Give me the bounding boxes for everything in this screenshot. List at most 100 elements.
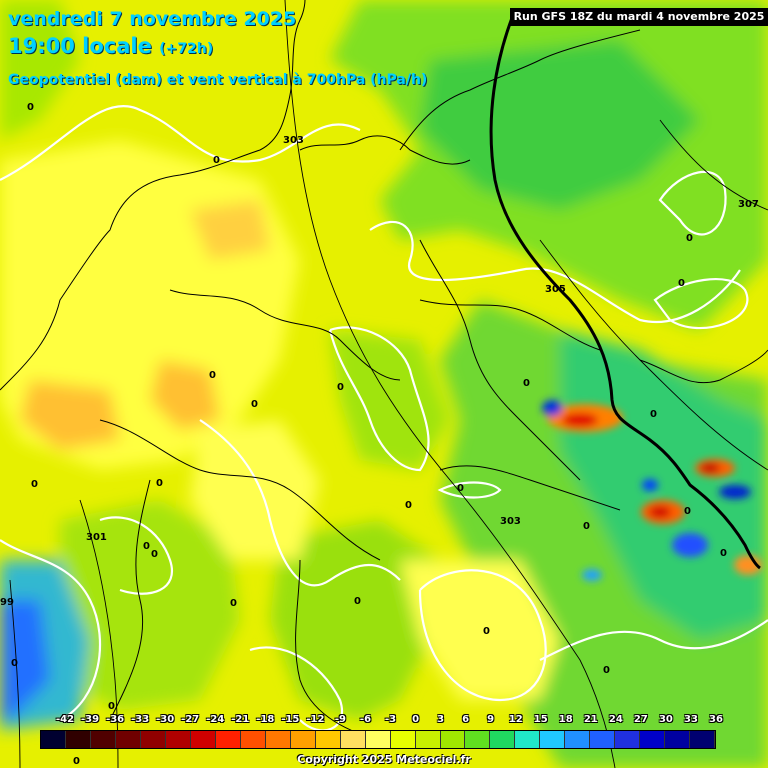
zero-label: 0 [11,658,18,669]
border-3 [419,239,581,481]
legend-swatch [140,731,166,748]
red-cell-3-core [649,506,671,518]
legend-swatch [65,731,91,748]
teal-region-east [560,330,768,640]
legend-swatch [415,731,441,748]
legend-swatch [590,731,616,748]
front-line [489,9,761,570]
blue-cell-1 [542,400,562,416]
blue-core-southwest [0,600,50,720]
legend-value: -3 [384,714,397,725]
legend-swatch [490,731,516,748]
zero-label: 0 [405,500,412,511]
zero-label: 0 [156,478,163,489]
coastline-islands [299,135,471,165]
zero-label: 0 [151,549,158,560]
orange-patch-1 [20,380,120,450]
red-cell-1-core [562,413,598,427]
orange-cell-4 [734,555,762,575]
geo-label-301: 301 [86,532,107,543]
zero-label: 0 [720,548,727,559]
zero-label: 0 [678,278,685,289]
legend-value: -21 [231,714,250,725]
legend-swatch [515,731,541,748]
zero-label: 0 [583,521,590,532]
legend-value: 33 [683,714,698,725]
border-2 [99,419,381,561]
legend-value: 15 [533,714,548,725]
legend-swatch [265,731,291,748]
geo-label-303-south: 303 [500,516,521,527]
zero-label: 0 [650,409,657,420]
green-region-southwest [60,500,240,710]
green-region-north-darker [420,40,700,210]
zero-label: 0 [457,483,464,494]
legend-value: -6 [359,714,372,725]
blue-cell-5 [582,569,602,581]
coast-east [639,349,768,384]
legend-swatch [665,731,691,748]
legend-value: 36 [709,714,723,725]
legend-swatch [640,731,666,748]
coastlines-and-borders [0,0,768,741]
legend-swatch [115,731,141,748]
yellow-region-center [190,420,320,560]
forecast-date: vendredi 7 novembre 2025 [8,8,297,30]
legend-swatch [465,731,491,748]
copyright: Copyright 2025 Meteociel.fr [297,753,471,766]
legend-value: 18 [558,714,573,725]
border-6 [419,299,601,351]
legend-value: -12 [306,714,325,725]
legend-swatch [365,731,391,748]
legend-swatch [540,731,566,748]
zero-label: 0 [483,626,490,637]
legend-swatch [215,731,241,748]
border-1 [169,289,401,381]
legend-value: 9 [487,714,495,725]
zero-label: 0 [523,378,530,389]
orange-patch-2 [150,360,220,430]
legend-swatch [315,731,341,748]
legend-value: -18 [256,714,275,725]
legend-value: -9 [334,714,346,725]
legend-value: 21 [583,714,598,725]
isoline-labels: 303 305 307 301 303 99 0 0 0 0 0 0 0 0 0… [0,102,759,712]
legend-swatch [190,731,216,748]
field-description: Geopotentiel (dam) et vent vertical à 70… [8,72,428,88]
legend-value: -33 [131,714,150,725]
zero-label: 0 [337,382,344,393]
zero-label: 0 [213,155,220,166]
zero-label: 0 [684,506,691,517]
red-cell-2-core [700,463,720,473]
zero-label: 0 [143,541,150,552]
blue-cell-4 [642,479,658,491]
legend-swatch [290,731,316,748]
intense-ascent-cells [542,400,762,581]
zero-label: 0 [108,701,115,712]
geo-label-305: 305 [545,284,566,295]
green-region-left-top [0,0,80,140]
legend-value: -24 [206,714,225,725]
zero-label: 0 [209,370,216,381]
orange-patch-3 [190,200,270,260]
coastline-north [0,0,306,391]
legend-swatch [90,731,116,748]
zero-label: 0 [31,479,38,490]
local-time: 19:00 locale [8,34,152,58]
legend-swatch [440,731,466,748]
legend-swatch [240,731,266,748]
blue-cell-2 [719,485,751,499]
legend-swatch [565,731,591,748]
lead-time: (+72h) [159,41,214,57]
legend-value: 24 [608,714,623,725]
legend-swatch [690,731,716,748]
geo-label-307: 307 [738,199,759,210]
legend-value: -15 [281,714,300,725]
legend-labels: -42 -39 -36 -33 -30 -27 -24 -21 -18 -15 -12 -9 -6 -3 0… [40,714,723,728]
border-7 [109,479,151,721]
legend-value: 12 [508,714,523,725]
bottom-zero-label: 0 [73,756,80,767]
legend-swatch [165,731,191,748]
legend-value: -36 [106,714,125,725]
